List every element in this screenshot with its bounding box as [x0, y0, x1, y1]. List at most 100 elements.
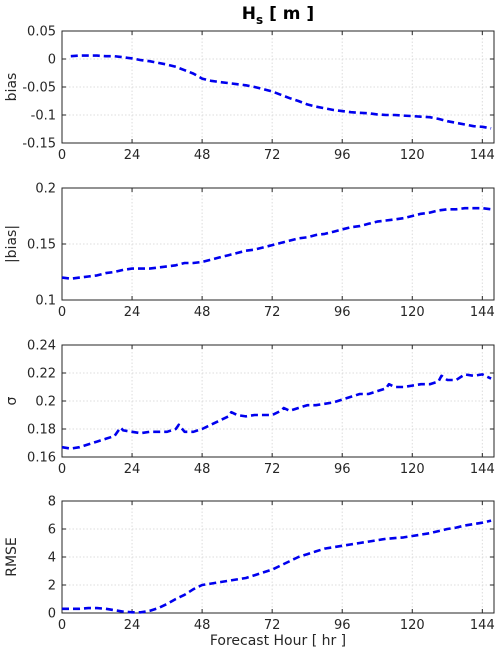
data-point: [219, 81, 221, 83]
data-point: [490, 128, 492, 130]
data-point: [184, 594, 186, 596]
data-point: [482, 126, 484, 128]
data-point: [236, 83, 238, 85]
x-tick-label: 144: [470, 305, 495, 320]
data-point: [140, 268, 142, 270]
data-point: [236, 414, 238, 416]
data-point: [473, 207, 475, 209]
data-point: [166, 266, 168, 268]
y-tick-label: -0.15: [22, 137, 56, 152]
data-point: [228, 416, 230, 418]
data-point: [324, 548, 326, 550]
y-axis-label: RMSE: [4, 537, 20, 577]
data-point: [219, 581, 221, 583]
data-point: [446, 528, 448, 530]
data-point: [280, 242, 282, 244]
x-tick-label: 96: [334, 305, 351, 320]
x-tick-label: 48: [194, 148, 211, 163]
data-point: [429, 212, 431, 214]
data-point: [350, 226, 352, 228]
data-point: [70, 55, 72, 57]
data-point: [490, 378, 492, 380]
data-point: [210, 424, 212, 426]
data-point: [96, 607, 98, 609]
x-tick-label: 0: [58, 462, 66, 477]
x-tick-label: 96: [334, 618, 351, 633]
data-point: [105, 272, 107, 274]
data-point: [394, 114, 396, 116]
data-point: [184, 262, 186, 264]
y-tick-label: 0.18: [27, 423, 56, 438]
data-point: [201, 428, 203, 430]
data-point: [158, 62, 160, 64]
panel-2: 0 24 48 72 96 120 144 0.24 0.22 0.2 0.18 0.16 σ: [4, 339, 495, 478]
data-point: [473, 375, 475, 377]
data-point: [254, 86, 256, 88]
data-point: [70, 608, 72, 610]
data-point: [70, 448, 72, 450]
data-point: [306, 404, 308, 406]
data-point: [193, 431, 195, 433]
plot-area: [62, 345, 494, 457]
data-point: [394, 386, 396, 388]
data-point: [280, 565, 282, 567]
data-point: [482, 207, 484, 209]
data-point: [298, 100, 300, 102]
data-point: [184, 431, 186, 433]
data-point: [131, 268, 133, 270]
data-point: [193, 73, 195, 75]
data-point: [446, 208, 448, 210]
x-tick-label: 144: [470, 148, 495, 163]
data-point: [158, 607, 160, 609]
data-point: [283, 407, 285, 409]
x-tick-label: 0: [58, 618, 66, 633]
data-point: [411, 535, 413, 537]
data-point: [263, 572, 265, 574]
x-tick-label: 72: [264, 305, 281, 320]
data-point: [490, 520, 492, 522]
data-point: [228, 580, 230, 582]
plot-area: [62, 31, 494, 143]
data-point: [289, 240, 291, 242]
data-point: [368, 113, 370, 115]
data-point: [245, 416, 247, 418]
data-point: [350, 544, 352, 546]
x-tick-label: 144: [470, 462, 495, 477]
data-point: [464, 525, 466, 527]
data-point: [219, 420, 221, 422]
data-point: [411, 215, 413, 217]
x-tick-label: 96: [334, 462, 351, 477]
data-point: [193, 262, 195, 264]
y-tick-label: 0.1: [35, 294, 56, 309]
data-point: [359, 225, 361, 227]
data-point: [403, 537, 405, 539]
x-tick-label: 48: [194, 618, 211, 633]
data-point: [376, 221, 378, 223]
data-point: [79, 446, 81, 448]
panel-0: 0 24 48 72 96 120 144 0.05 0 -0.05 -0.1 -0.15 bias: [4, 25, 495, 164]
data-point: [298, 238, 300, 240]
data-point: [298, 407, 300, 409]
data-point: [403, 115, 405, 117]
x-tick-label: 24: [124, 148, 141, 163]
data-point: [245, 577, 247, 579]
data-point: [149, 268, 151, 270]
data-point: [446, 379, 448, 381]
data-point: [441, 375, 443, 377]
data-point: [120, 427, 122, 429]
data-point: [385, 538, 387, 540]
data-point: [359, 112, 361, 114]
data-point: [280, 410, 282, 412]
data-point: [420, 116, 422, 118]
data-point: [333, 231, 335, 233]
y-tick-label: 8: [48, 495, 56, 510]
data-point: [394, 219, 396, 221]
data-point: [263, 88, 265, 90]
data-point: [140, 59, 142, 61]
data-point: [271, 91, 273, 93]
data-point: [429, 116, 431, 118]
data-point: [149, 431, 151, 433]
data-point: [420, 213, 422, 215]
y-tick-label: 0.22: [27, 367, 56, 382]
